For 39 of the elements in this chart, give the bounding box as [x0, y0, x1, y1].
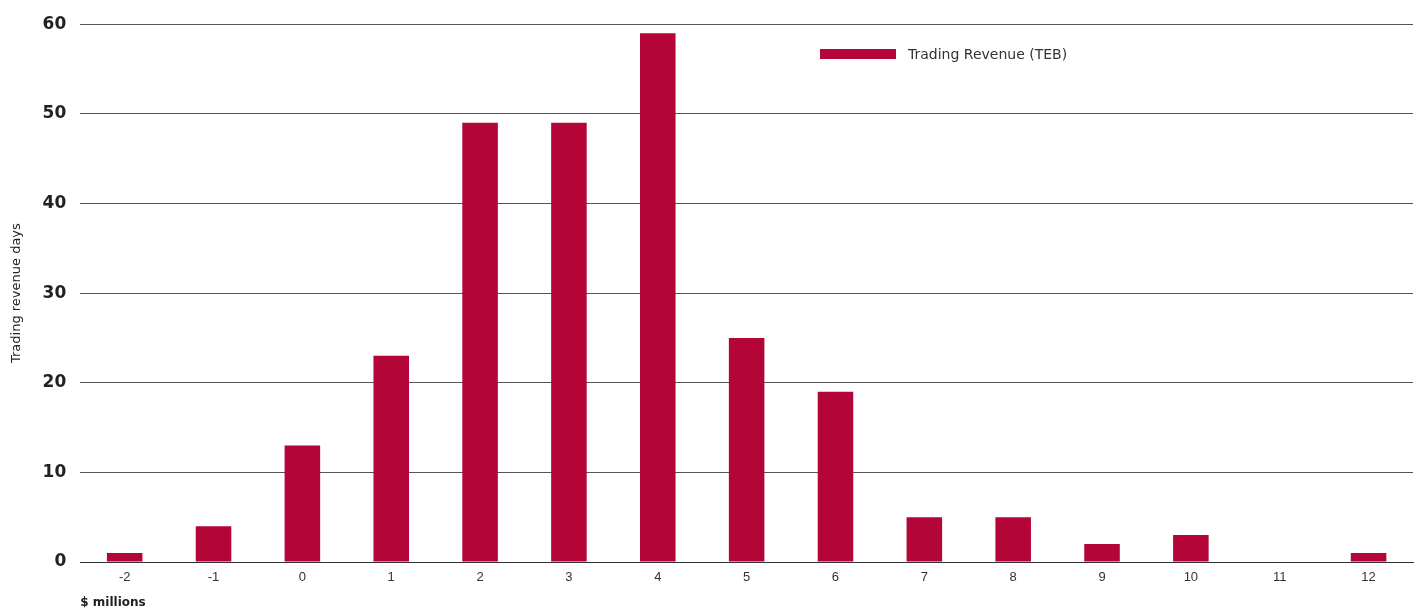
x-tick-label: 11	[1272, 569, 1287, 585]
y-tick-label: 40	[42, 191, 67, 212]
x-tick-label: 5	[743, 569, 751, 585]
bar	[1350, 553, 1387, 562]
x-tick-label: 3	[565, 569, 573, 585]
y-tick-label: 60	[42, 12, 67, 33]
x-tick-label: 0	[298, 569, 306, 585]
bar	[640, 33, 676, 562]
bar	[373, 355, 409, 562]
x-tick-label: 8	[1009, 569, 1017, 585]
bar	[195, 526, 232, 562]
bar	[995, 517, 1031, 562]
bar	[1084, 544, 1120, 562]
y-tick-label: 50	[42, 102, 67, 123]
x-tick-label: 9	[1098, 569, 1106, 585]
bar	[551, 122, 587, 562]
y-tick-label: 0	[54, 550, 67, 571]
bar	[284, 445, 321, 562]
x-tick-label: 2	[476, 569, 484, 585]
text: Trading Revenue (TEB)	[908, 46, 1068, 62]
x-tick-label: -1	[207, 569, 220, 585]
x-tick-label: 1	[387, 569, 395, 585]
y-tick-label: 10	[42, 460, 67, 481]
y-tick-label: 30	[42, 281, 67, 302]
bar	[462, 122, 498, 562]
x-tick-label: 6	[831, 569, 840, 585]
x-tick-label: 10	[1183, 569, 1199, 585]
x-axis-title: $ millions	[80, 594, 146, 609]
y-axis-title: Trading revenue days	[8, 222, 24, 365]
bar	[817, 391, 854, 562]
x-tick-label: 7	[920, 569, 928, 585]
x-tick-label: 12	[1361, 569, 1376, 585]
x-tick-label: -2	[118, 569, 131, 585]
x-tick-label: 4	[654, 569, 662, 585]
bar	[728, 337, 765, 562]
bar	[906, 517, 943, 562]
y-tick-label: 20	[42, 371, 67, 392]
bar	[1173, 535, 1209, 562]
bar	[106, 553, 143, 562]
